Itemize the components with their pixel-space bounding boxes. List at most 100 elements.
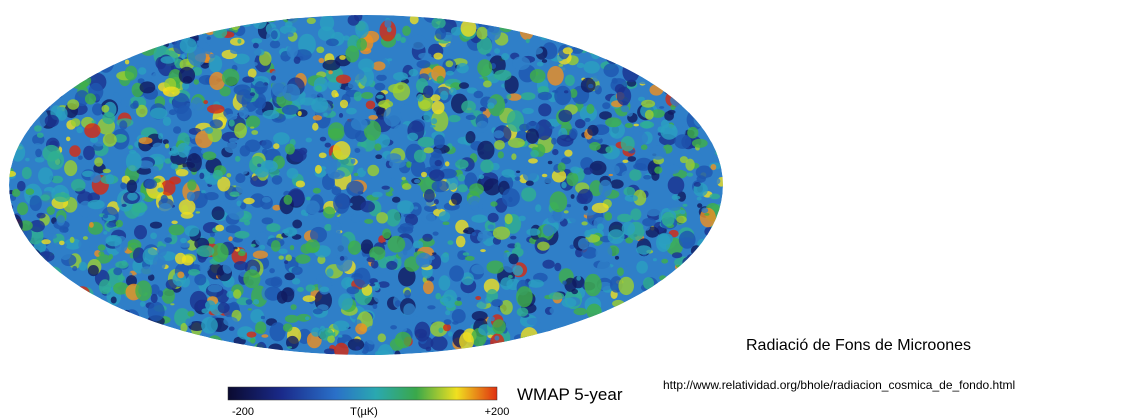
map-texture: [166, 338, 177, 345]
map-texture: [248, 308, 252, 310]
map-texture: [294, 57, 301, 64]
map-texture: [474, 91, 484, 99]
map-texture: [566, 172, 578, 186]
map-texture: [54, 46, 67, 59]
map-texture: [180, 238, 187, 243]
map-texture: [693, 98, 708, 107]
map-texture: [67, 99, 79, 110]
map-texture: [659, 27, 666, 35]
map-texture: [423, 86, 433, 99]
map-texture: [696, 42, 712, 53]
map-texture: [18, 282, 35, 298]
map-texture: [178, 25, 184, 31]
map-texture: [664, 286, 682, 298]
map-texture: [597, 344, 602, 348]
map-texture: [327, 335, 335, 343]
map-texture: [336, 75, 351, 84]
map-texture: [526, 39, 530, 44]
map-texture: [187, 192, 195, 202]
map-texture: [74, 345, 84, 352]
map-texture: [25, 323, 29, 328]
map-texture: [465, 256, 475, 261]
map-texture: [189, 23, 194, 26]
map-texture: [44, 314, 51, 320]
map-texture: [525, 10, 539, 23]
map-texture: [399, 104, 417, 121]
map-texture: [127, 180, 138, 193]
map-texture: [190, 340, 200, 350]
map-texture: [636, 59, 646, 68]
cmb-map: [2, 6, 730, 366]
map-texture: [228, 207, 244, 220]
map-texture: [103, 155, 108, 161]
map-texture: [516, 337, 532, 358]
map-texture: [233, 289, 241, 299]
map-texture: [561, 182, 566, 189]
map-texture: [139, 31, 155, 51]
map-texture: [516, 286, 533, 307]
map-texture: [282, 105, 299, 115]
map-texture: [252, 62, 258, 66]
map-texture: [623, 329, 632, 335]
map-texture: [16, 40, 27, 54]
map-texture: [623, 339, 634, 346]
map-texture: [72, 30, 82, 36]
map-texture: [404, 290, 411, 298]
map-texture: [692, 139, 708, 148]
map-texture: [117, 12, 131, 21]
map-texture: [39, 303, 54, 314]
map-texture: [201, 308, 209, 313]
map-texture: [588, 84, 594, 88]
map-texture: [347, 286, 360, 294]
map-texture: [199, 263, 210, 272]
map-texture: [92, 330, 103, 336]
map-texture: [718, 217, 723, 220]
map-texture: [642, 64, 646, 69]
map-texture: [698, 282, 709, 289]
map-texture: [115, 261, 128, 269]
map-texture: [688, 279, 694, 285]
map-texture: [287, 346, 292, 348]
map-texture: [147, 21, 162, 37]
map-texture: [677, 83, 690, 94]
map-texture: [709, 346, 722, 353]
map-texture: [694, 302, 711, 319]
map-texture: [12, 334, 29, 347]
map-texture: [571, 194, 575, 199]
map-texture: [57, 94, 62, 97]
map-texture: [429, 169, 444, 181]
map-texture: [30, 195, 42, 211]
map-texture: [675, 196, 681, 200]
map-texture: [581, 17, 586, 22]
map-texture: [704, 177, 720, 186]
map-texture: [390, 325, 397, 329]
source-url: http://www.relatividad.org/bhole/radiaci…: [663, 378, 1015, 392]
map-texture: [188, 12, 204, 21]
map-texture: [328, 70, 333, 74]
map-texture: [7, 258, 23, 270]
map-texture: [338, 335, 342, 338]
map-texture: [243, 269, 260, 288]
map-texture: [598, 42, 615, 51]
map-texture: [386, 256, 395, 262]
map-texture: [639, 294, 654, 308]
map-texture: [367, 165, 379, 176]
map-texture: [612, 300, 624, 307]
map-texture: [374, 83, 385, 91]
map-texture: [682, 308, 686, 310]
map-texture: [676, 265, 681, 268]
map-texture: [165, 332, 169, 335]
map-texture: [553, 16, 564, 30]
map-texture: [502, 188, 520, 207]
map-texture: [598, 348, 605, 352]
map-texture: [374, 143, 381, 150]
map-texture: [695, 282, 701, 288]
map-texture: [611, 308, 619, 317]
map-texture: [261, 316, 265, 320]
map-texture: [29, 285, 43, 293]
map-texture: [479, 175, 484, 180]
map-texture: [201, 190, 206, 193]
map-texture: [683, 204, 688, 207]
map-texture: [508, 254, 518, 265]
map-texture: [696, 334, 708, 349]
